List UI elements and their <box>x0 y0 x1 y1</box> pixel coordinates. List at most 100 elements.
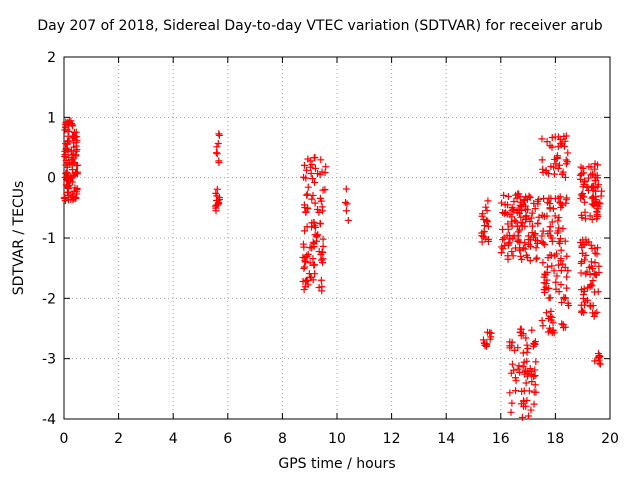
data-point <box>540 279 548 287</box>
data-point <box>588 244 596 252</box>
data-point <box>586 212 594 220</box>
data-point <box>61 153 69 161</box>
data-point <box>540 285 548 293</box>
data-point <box>560 295 568 303</box>
data-point <box>588 194 596 202</box>
data-point <box>580 309 588 317</box>
data-point <box>553 153 561 161</box>
data-point <box>550 170 558 178</box>
data-point <box>215 131 223 139</box>
data-point <box>547 307 555 315</box>
data-point <box>586 283 594 291</box>
data-point <box>317 256 325 264</box>
data-point <box>70 133 78 141</box>
data-point <box>593 207 601 215</box>
data-point <box>309 175 317 183</box>
data-point <box>553 229 561 237</box>
data-point <box>583 296 591 304</box>
data-point <box>318 287 326 295</box>
data-point <box>596 200 604 208</box>
chart-title: Day 207 of 2018, Sidereal Day-to-day VTE… <box>37 18 603 34</box>
data-point <box>588 262 596 270</box>
data-point <box>319 235 327 243</box>
data-point <box>543 138 551 146</box>
x-axis-label: GPS time / hours <box>278 456 396 472</box>
data-point <box>581 208 589 216</box>
data-point <box>561 294 569 302</box>
data-point <box>550 163 558 171</box>
data-point <box>583 183 591 191</box>
data-point <box>593 250 601 258</box>
data-point <box>591 259 599 267</box>
data-point <box>484 222 492 230</box>
data-point <box>515 209 523 217</box>
data-point <box>532 236 540 244</box>
data-point <box>310 219 318 227</box>
data-point <box>589 302 597 310</box>
data-point <box>305 270 313 278</box>
data-point <box>538 135 546 143</box>
data-point <box>483 207 491 215</box>
data-point <box>526 218 534 226</box>
data-point <box>539 227 547 235</box>
data-point <box>478 238 486 246</box>
data-point <box>318 203 326 211</box>
data-point <box>507 408 515 416</box>
y-tick-label: 2 <box>47 50 56 66</box>
data-point <box>319 248 327 256</box>
data-point <box>544 230 552 238</box>
data-point <box>315 208 323 216</box>
data-point <box>557 246 565 254</box>
data-point <box>577 286 585 294</box>
data-point <box>342 199 350 207</box>
data-point <box>66 177 74 185</box>
data-point <box>515 190 523 198</box>
data-point <box>595 353 603 361</box>
data-point <box>317 276 325 284</box>
data-point <box>558 201 566 209</box>
data-point <box>563 273 571 281</box>
data-point <box>343 200 351 208</box>
data-point <box>310 261 318 269</box>
data-point <box>311 164 319 172</box>
data-point <box>62 140 70 148</box>
data-point <box>542 309 550 317</box>
data-point <box>303 190 311 198</box>
data-point <box>497 249 505 257</box>
data-point <box>580 169 588 177</box>
data-point <box>558 320 566 328</box>
data-point <box>594 181 602 189</box>
data-point <box>538 232 546 240</box>
data-point <box>302 174 310 182</box>
data-point <box>581 198 589 206</box>
data-point <box>301 227 309 235</box>
data-point <box>557 266 565 274</box>
data-point <box>484 237 492 245</box>
data-point <box>212 207 220 215</box>
x-tick-label: 0 <box>60 431 69 447</box>
data-point <box>303 166 311 174</box>
data-point <box>314 170 322 178</box>
data-point <box>309 276 317 284</box>
data-point <box>538 317 546 325</box>
data-point <box>558 298 566 306</box>
data-point <box>66 160 74 168</box>
data-point <box>301 254 309 262</box>
data-point <box>65 127 73 135</box>
x-tick-label: 8 <box>278 431 287 447</box>
data-point <box>528 368 536 376</box>
data-point <box>317 156 325 164</box>
data-point <box>538 156 546 164</box>
data-point <box>559 225 567 233</box>
data-point <box>72 194 80 202</box>
data-point <box>547 194 555 202</box>
data-point <box>64 119 72 127</box>
data-point <box>319 242 327 250</box>
data-point <box>577 194 585 202</box>
data-point <box>505 238 513 246</box>
data-point <box>546 205 554 213</box>
data-point <box>299 240 307 248</box>
data-point <box>62 161 70 169</box>
data-point <box>63 169 71 177</box>
data-point <box>213 185 221 193</box>
